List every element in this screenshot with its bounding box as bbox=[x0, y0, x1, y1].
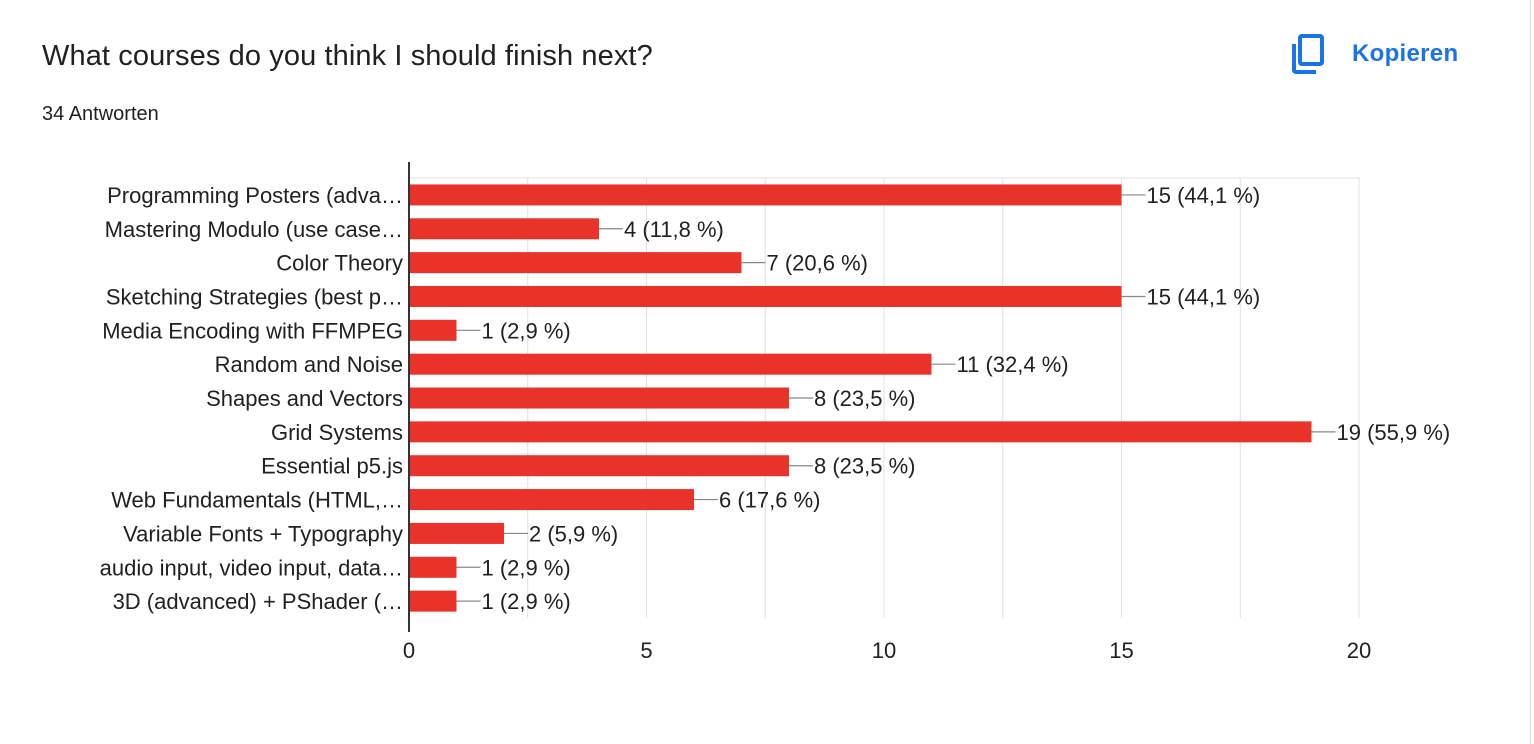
data-label: 19 (55,9 %) bbox=[1337, 420, 1451, 445]
bar bbox=[409, 421, 1312, 443]
x-tick-label: 20 bbox=[1347, 638, 1371, 663]
bar bbox=[409, 590, 457, 612]
x-tick-label: 15 bbox=[1109, 638, 1133, 663]
bar bbox=[409, 285, 1122, 307]
data-label: 15 (44,1 %) bbox=[1147, 284, 1261, 309]
data-label: 11 (32,4 %) bbox=[957, 352, 1069, 377]
data-label: 1 (2,9 %) bbox=[482, 318, 571, 343]
data-label: 8 (23,5 %) bbox=[814, 454, 916, 479]
category-label: Random and Noise bbox=[215, 352, 403, 377]
data-label: 1 (2,9 %) bbox=[482, 555, 571, 580]
category-label: Shapes and Vectors bbox=[206, 386, 403, 411]
bar bbox=[409, 489, 694, 511]
x-tick-label: 10 bbox=[872, 638, 896, 663]
data-label: 1 (2,9 %) bbox=[482, 589, 571, 614]
copy-label: Kopieren bbox=[1352, 40, 1459, 67]
category-label: Programming Posters (adva… bbox=[107, 183, 403, 208]
category-label: 3D (advanced) + PShader (… bbox=[113, 589, 403, 614]
category-label: Sketching Strategies (best p… bbox=[106, 284, 403, 309]
bar bbox=[409, 556, 457, 578]
category-label: Color Theory bbox=[276, 251, 403, 276]
category-label: Media Encoding with FFMPEG bbox=[102, 318, 403, 343]
copy-icon bbox=[1288, 32, 1328, 76]
bar bbox=[409, 353, 932, 375]
data-label: 15 (44,1 %) bbox=[1147, 183, 1261, 208]
data-label: 6 (17,6 %) bbox=[719, 488, 821, 513]
category-label: Variable Fonts + Typography bbox=[123, 521, 403, 546]
data-label: 7 (20,6 %) bbox=[767, 251, 869, 276]
bar bbox=[409, 387, 789, 409]
bar bbox=[409, 252, 742, 274]
question-title: What courses do you think I should finis… bbox=[42, 40, 653, 72]
x-tick-label: 0 bbox=[403, 638, 415, 663]
data-label: 4 (11,8 %) bbox=[624, 217, 724, 242]
bar bbox=[409, 319, 457, 341]
bar bbox=[409, 455, 789, 477]
data-label: 8 (23,5 %) bbox=[814, 386, 916, 411]
bar bbox=[409, 184, 1122, 206]
data-label: 2 (5,9 %) bbox=[529, 521, 618, 546]
response-count: 34 Antworten bbox=[42, 103, 159, 125]
category-label: Mastering Modulo (use case… bbox=[105, 217, 403, 242]
bar bbox=[409, 218, 599, 240]
copy-chart-button[interactable]: Kopieren bbox=[1288, 28, 1488, 80]
category-label: Web Fundamentals (HTML,… bbox=[111, 488, 403, 513]
category-label: Essential p5.js bbox=[261, 454, 403, 479]
x-tick-label: 5 bbox=[640, 638, 652, 663]
category-label: Grid Systems bbox=[271, 420, 403, 445]
bar bbox=[409, 522, 504, 544]
category-label: audio input, video input, data… bbox=[100, 555, 403, 580]
